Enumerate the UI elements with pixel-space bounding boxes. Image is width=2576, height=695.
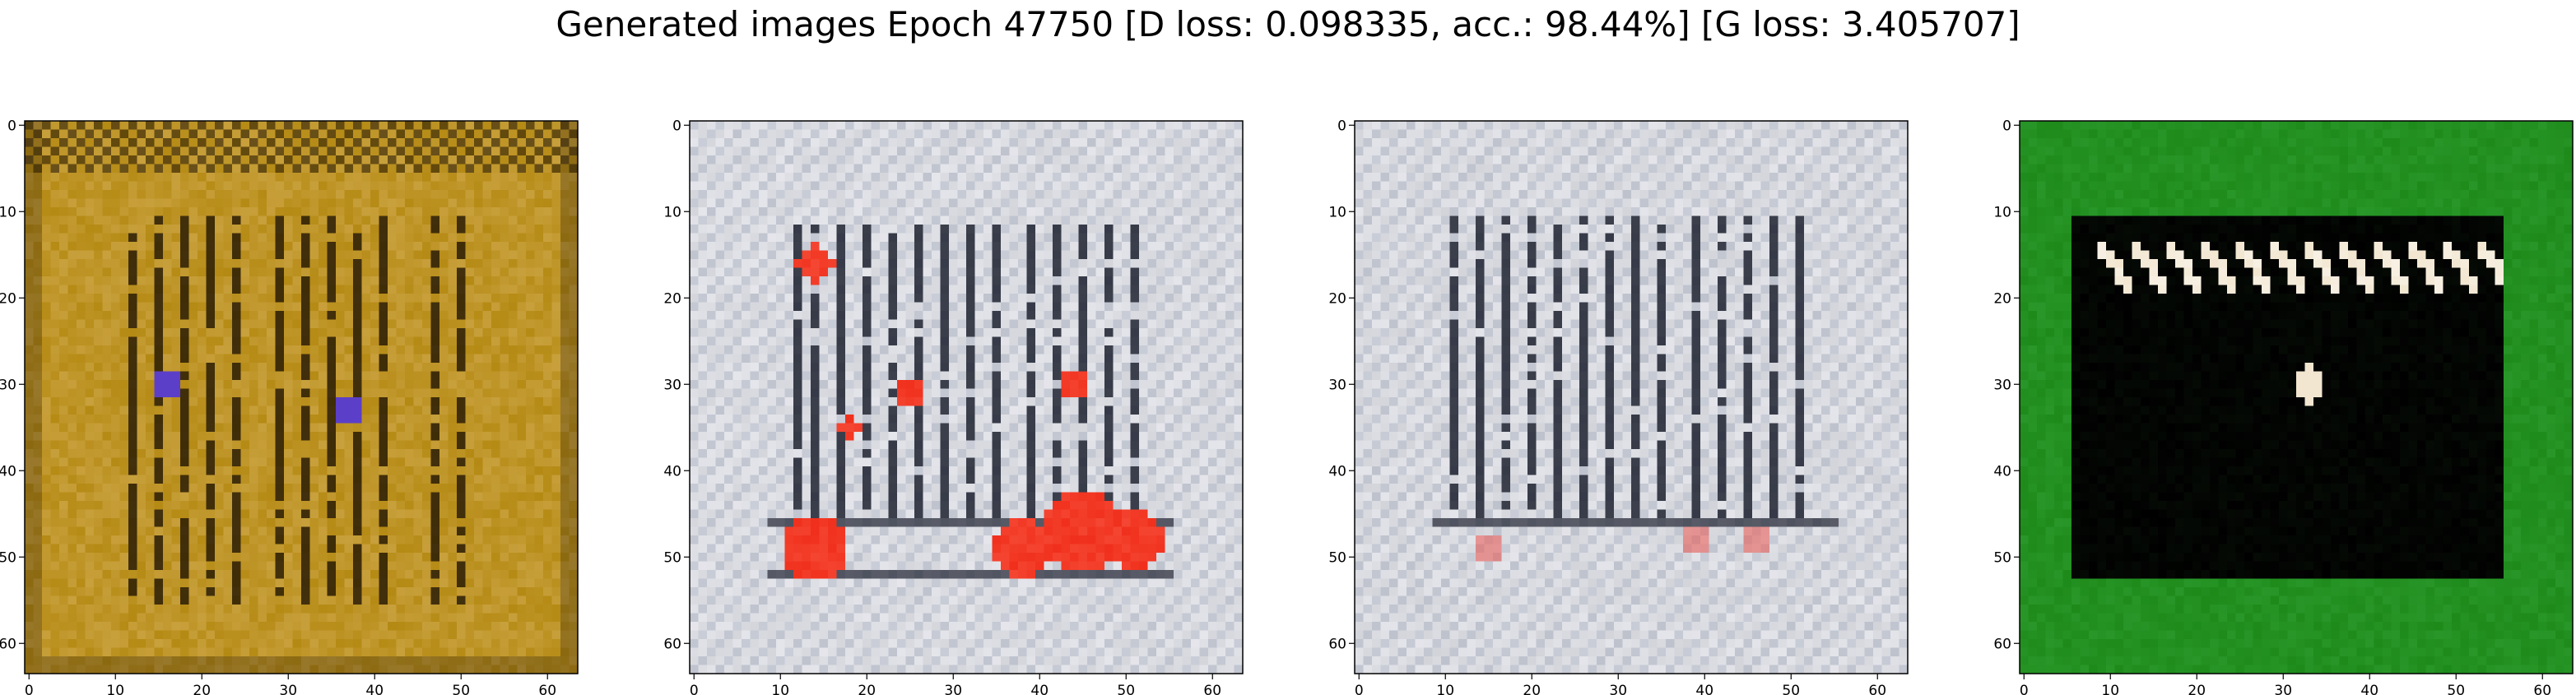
image-frame xyxy=(2019,120,2574,674)
image-frame xyxy=(24,120,579,674)
y-tick-label: 60 xyxy=(1993,636,2011,652)
image-pixels-3 xyxy=(1355,121,1909,674)
x-tick-label: 0 xyxy=(2020,683,2029,695)
y-tick-label: 0 xyxy=(672,118,681,134)
y-tick-label: 20 xyxy=(1993,290,2011,307)
x-tick-label: 60 xyxy=(2533,683,2551,695)
x-tick-label: 0 xyxy=(25,683,34,695)
y-tick-label: 30 xyxy=(1993,377,2011,393)
x-tick-label: 60 xyxy=(1868,683,1886,695)
x-tick-label: 60 xyxy=(538,683,556,695)
y-tick-label: 0 xyxy=(7,118,16,134)
y-tick-label: 10 xyxy=(1328,204,1346,220)
x-tick-label: 20 xyxy=(1523,683,1541,695)
y-tick-label: 20 xyxy=(0,290,16,307)
image-panel-4: 0 10 20 30 40 50 60 0 10 20 30 40 50 60 xyxy=(1993,118,2574,695)
image-frame xyxy=(689,120,1244,674)
figure-title: Generated images Epoch 47750 [D loss: 0.… xyxy=(556,4,2020,44)
y-tick-label: 50 xyxy=(1993,549,2011,566)
x-tick-label: 10 xyxy=(2101,683,2119,695)
y-tick-label: 10 xyxy=(663,204,681,220)
image-panel-3: 0 10 20 30 40 50 60 0 10 20 30 40 50 60 xyxy=(1328,118,1909,695)
image-pixels-1 xyxy=(25,121,579,674)
image-pixels-2 xyxy=(690,121,1244,674)
x-tick-label: 10 xyxy=(1436,683,1454,695)
x-tick-label: 40 xyxy=(2360,683,2378,695)
y-tick-label: 40 xyxy=(0,463,16,480)
y-tick-label: 40 xyxy=(663,463,681,480)
image-panel-1: 0 10 20 30 40 50 60 0 10 20 30 40 50 60 xyxy=(0,118,579,695)
x-tick-label: 0 xyxy=(1355,683,1364,695)
x-tick-label: 40 xyxy=(1695,683,1713,695)
y-tick-label: 0 xyxy=(2002,118,2011,134)
y-tick-label: 30 xyxy=(663,377,681,393)
x-tick-label: 50 xyxy=(452,683,470,695)
y-tick-label: 60 xyxy=(663,636,681,652)
x-tick-label: 30 xyxy=(1609,683,1627,695)
x-tick-label: 20 xyxy=(858,683,876,695)
image-panel-2: 0 10 20 30 40 50 60 0 10 20 30 40 50 60 xyxy=(663,118,1244,695)
x-tick-label: 10 xyxy=(771,683,789,695)
x-tick-label: 20 xyxy=(193,683,211,695)
y-tick-label: 60 xyxy=(1328,636,1346,652)
y-tick-label: 30 xyxy=(0,377,16,393)
x-tick-label: 50 xyxy=(2447,683,2465,695)
x-tick-label: 60 xyxy=(1203,683,1221,695)
y-tick-label: 50 xyxy=(0,549,16,566)
y-tick-label: 30 xyxy=(1328,377,1346,393)
y-tick-label: 50 xyxy=(1328,549,1346,566)
y-tick-label: 50 xyxy=(663,549,681,566)
y-tick-label: 60 xyxy=(0,636,16,652)
x-tick-label: 30 xyxy=(279,683,297,695)
image-pixels-4 xyxy=(2020,121,2574,674)
y-tick-label: 40 xyxy=(1328,463,1346,480)
x-tick-label: 40 xyxy=(365,683,384,695)
x-tick-label: 30 xyxy=(944,683,962,695)
y-tick-label: 10 xyxy=(1993,204,2011,220)
y-tick-label: 20 xyxy=(663,290,681,307)
x-tick-label: 40 xyxy=(1030,683,1049,695)
x-tick-label: 20 xyxy=(2188,683,2206,695)
image-frame xyxy=(1354,120,1909,674)
y-tick-label: 10 xyxy=(0,204,16,220)
x-tick-label: 10 xyxy=(106,683,124,695)
y-tick-label: 20 xyxy=(1328,290,1346,307)
x-tick-label: 0 xyxy=(690,683,699,695)
x-tick-label: 30 xyxy=(2274,683,2292,695)
x-tick-label: 50 xyxy=(1782,683,1800,695)
y-tick-label: 40 xyxy=(1993,463,2011,480)
y-tick-label: 0 xyxy=(1337,118,1346,134)
x-tick-label: 50 xyxy=(1117,683,1135,695)
